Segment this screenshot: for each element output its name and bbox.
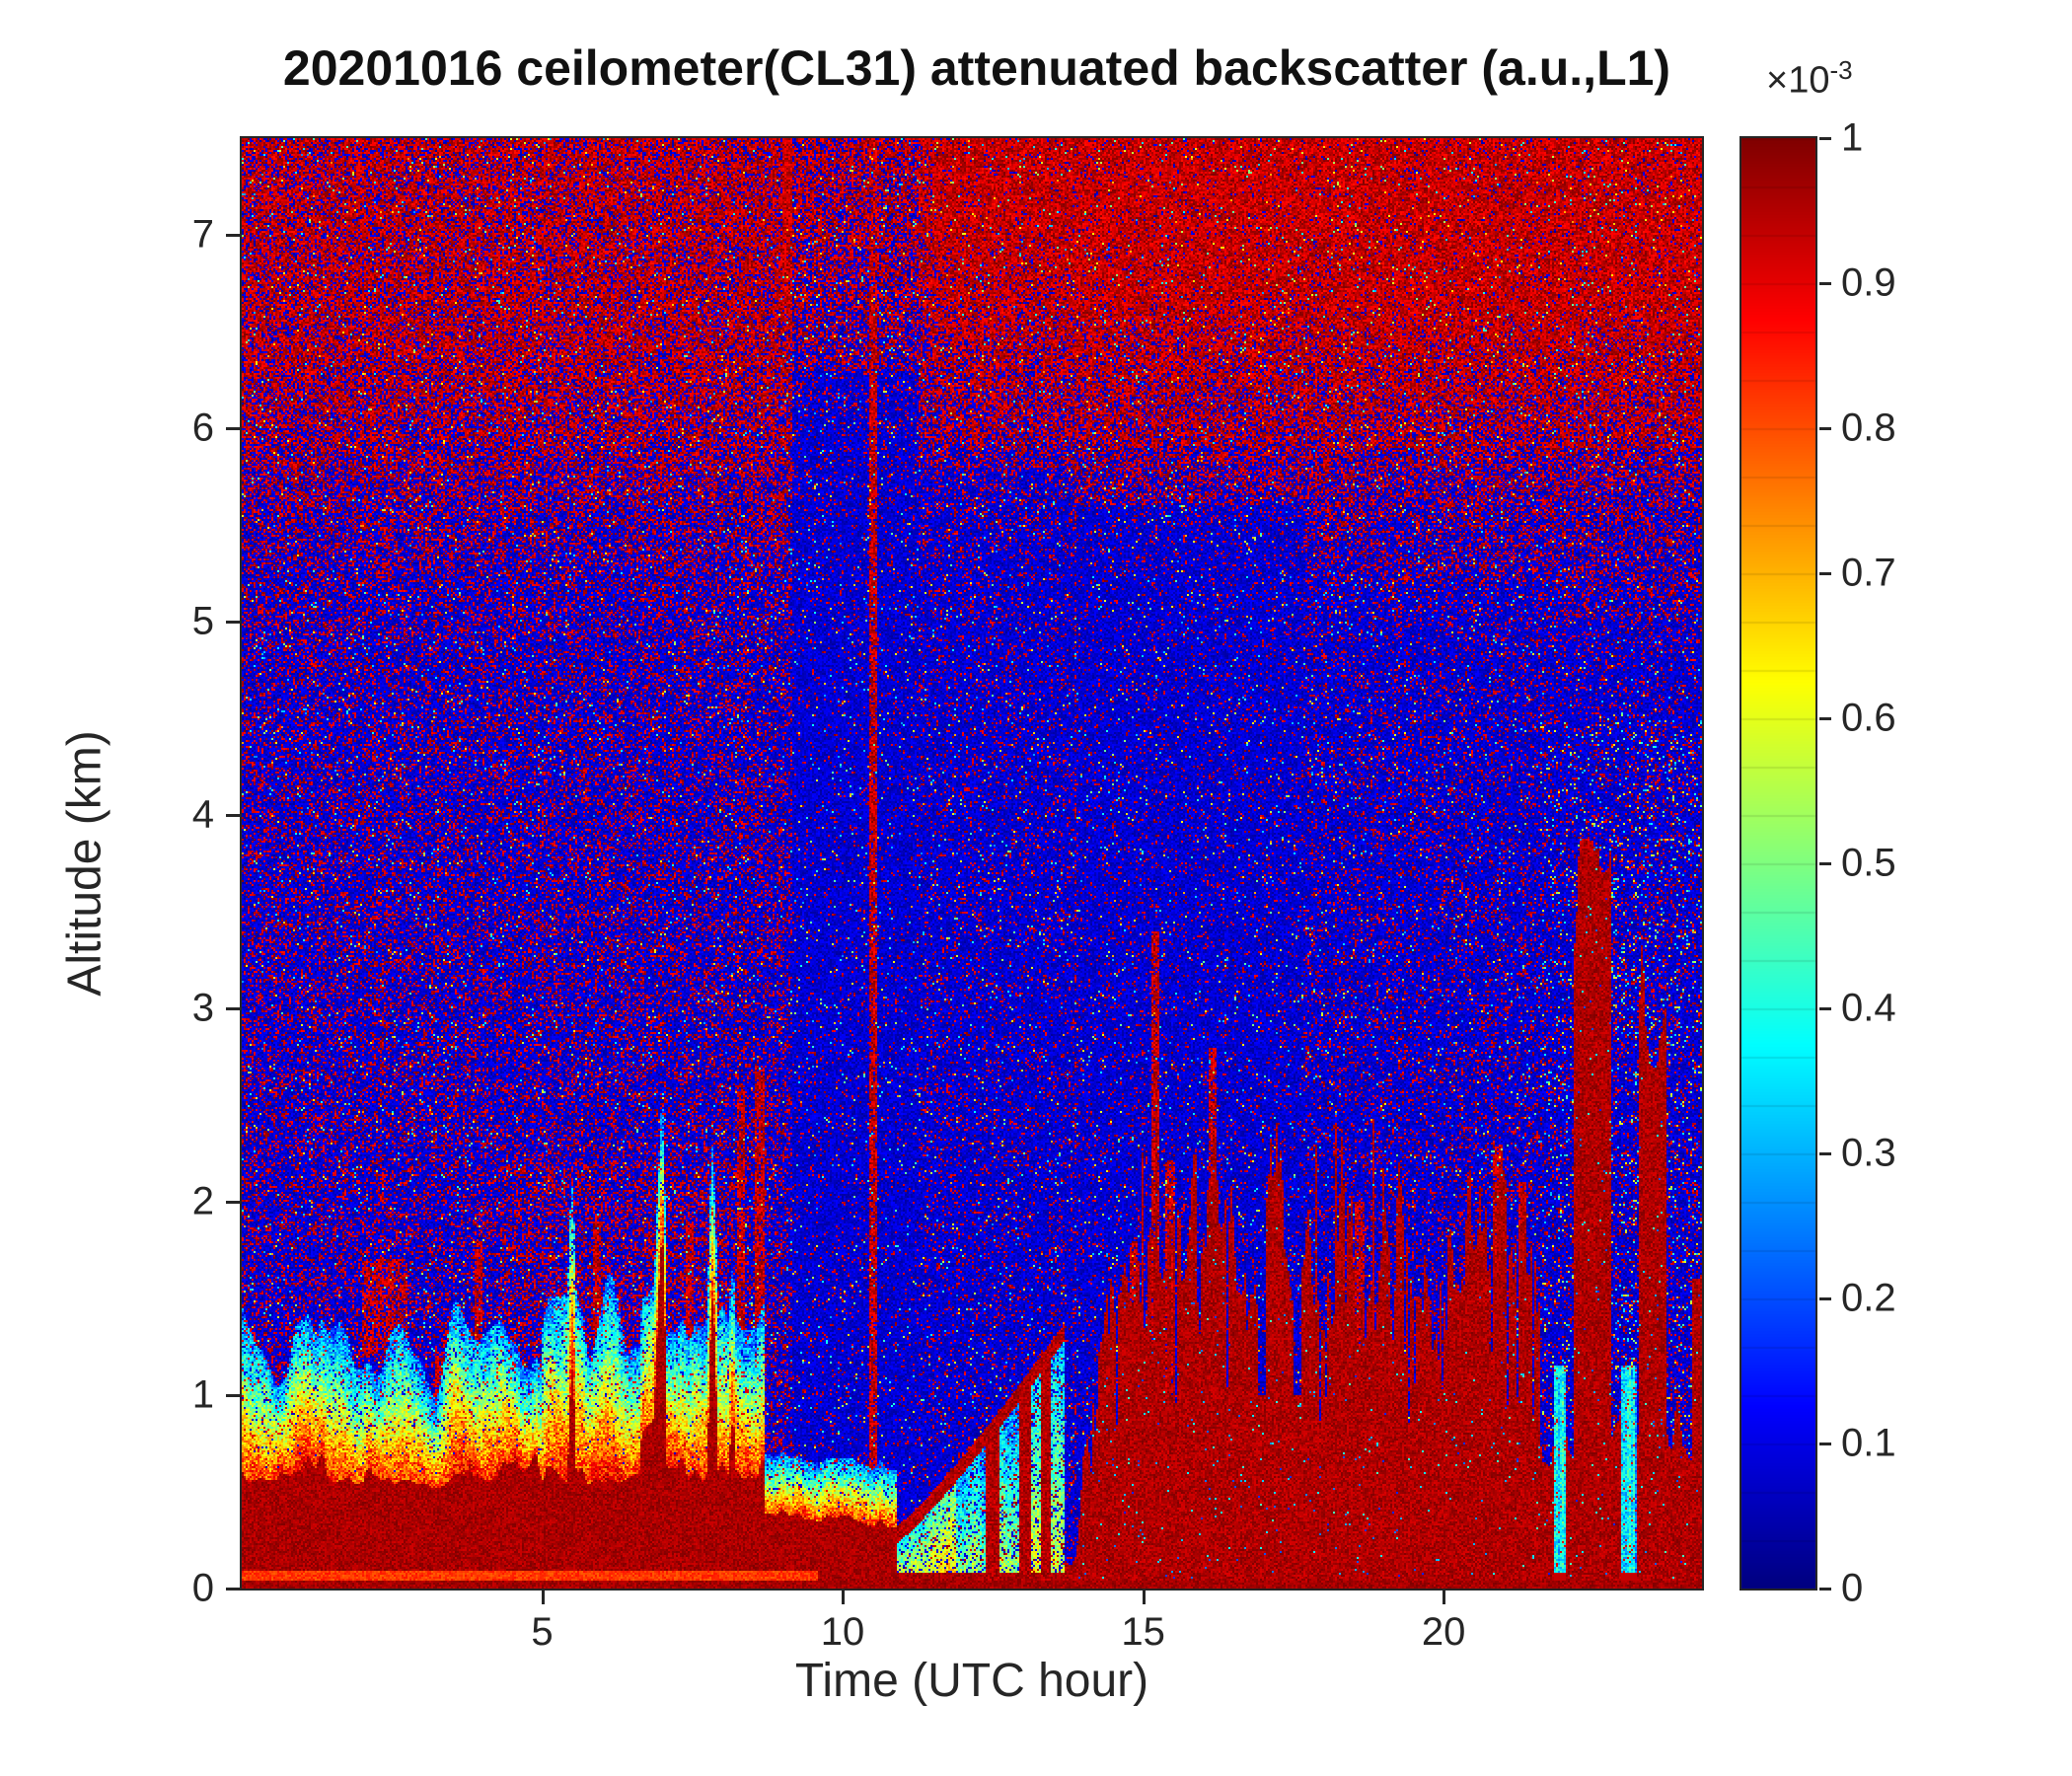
colorbar-tick-label: 0.8 [1841, 407, 1896, 451]
y-tick-mark [226, 1394, 240, 1397]
colorbar-canvas [1741, 138, 1815, 1589]
colorbar-exponent-power: -3 [1829, 55, 1852, 85]
y-axis-label: Altitude (km) [58, 730, 112, 996]
colorbar-tick-label: 0.7 [1841, 552, 1896, 596]
colorbar-tick-mark [1819, 1588, 1831, 1591]
colorbar-tick-label: 0.3 [1841, 1132, 1896, 1176]
y-tick-label: 0 [192, 1567, 214, 1611]
chart-title: 20201016 ceilometer(CL31) attenuated bac… [283, 39, 1670, 97]
colorbar-tick-label: 0.5 [1841, 842, 1896, 886]
y-tick-label: 4 [192, 793, 214, 838]
y-tick-mark [226, 427, 240, 430]
colorbar-tick-label: 0.6 [1841, 697, 1896, 741]
x-tick-label: 15 [1121, 1610, 1165, 1655]
x-tick-mark [1443, 1591, 1445, 1604]
heatmap-canvas [242, 138, 1702, 1589]
y-tick-mark [226, 234, 240, 237]
y-tick-label: 3 [192, 987, 214, 1031]
x-tick-label: 20 [1422, 1610, 1466, 1655]
colorbar-tick-mark [1819, 572, 1831, 575]
colorbar-tick-mark [1819, 1007, 1831, 1010]
colorbar-exponent-prefix: ×10 [1766, 60, 1829, 102]
colorbar-tick-label: 0.9 [1841, 261, 1896, 306]
y-tick-mark [226, 1007, 240, 1010]
figure: 20201016 ceilometer(CL31) attenuated bac… [0, 0, 2072, 1776]
x-tick-mark [842, 1591, 845, 1604]
x-tick-mark [1143, 1591, 1146, 1604]
colorbar-tick-mark [1819, 282, 1831, 285]
colorbar-tick-mark [1819, 427, 1831, 430]
colorbar-tick-mark [1819, 1297, 1831, 1300]
colorbar-exponent-label: ×10-3 [1766, 55, 1853, 103]
colorbar [1739, 136, 1817, 1591]
y-tick-label: 6 [192, 407, 214, 451]
colorbar-tick-mark [1819, 1152, 1831, 1155]
colorbar-tick-mark [1819, 862, 1831, 865]
colorbar-tick-label: 1 [1841, 116, 1863, 161]
y-tick-mark [226, 621, 240, 624]
colorbar-tick-label: 0.4 [1841, 987, 1896, 1031]
y-tick-label: 1 [192, 1373, 214, 1418]
y-tick-mark [226, 1588, 240, 1591]
x-tick-mark [542, 1591, 545, 1604]
plot-area [240, 136, 1704, 1591]
y-tick-mark [226, 814, 240, 817]
x-axis-label: Time (UTC hour) [795, 1654, 1148, 1708]
colorbar-tick-label: 0.2 [1841, 1277, 1896, 1321]
x-tick-label: 5 [531, 1610, 553, 1655]
colorbar-tick-mark [1819, 717, 1831, 720]
colorbar-tick-label: 0 [1841, 1567, 1863, 1611]
colorbar-tick-mark [1819, 1443, 1831, 1445]
y-tick-label: 2 [192, 1180, 214, 1224]
y-tick-label: 5 [192, 600, 214, 644]
colorbar-tick-label: 0.1 [1841, 1422, 1896, 1466]
y-tick-label: 7 [192, 213, 214, 258]
colorbar-tick-mark [1819, 137, 1831, 140]
y-tick-mark [226, 1201, 240, 1204]
x-tick-label: 10 [821, 1610, 865, 1655]
